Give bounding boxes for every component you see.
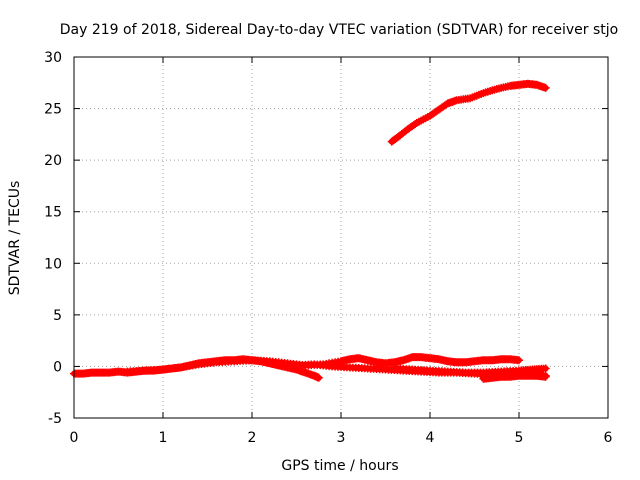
series-sat-e (479, 371, 550, 383)
x-tick-label: 4 (426, 430, 435, 446)
y-tick-label: 15 (44, 205, 62, 221)
y-tick-label: 25 (44, 102, 62, 118)
y-tick-label: -5 (48, 411, 62, 427)
y-tick-label: 30 (44, 50, 62, 66)
x-tick-label: 2 (248, 430, 257, 446)
plot-series (70, 79, 550, 383)
ticks: 0 1 2 3 4 5 6 -5 0 5 10 15 20 25 30 (44, 50, 612, 446)
y-tick-label: 20 (44, 153, 62, 169)
data-point (541, 372, 550, 381)
y-tick-label: 10 (44, 256, 62, 272)
x-tick-label: 6 (604, 430, 613, 446)
series-sat-d (390, 364, 550, 377)
y-tick-label: 5 (53, 308, 62, 324)
x-tick-label: 3 (337, 430, 346, 446)
data-point (541, 364, 550, 373)
x-tick-label: 1 (159, 430, 168, 446)
data-point (541, 83, 550, 92)
y-tick-label: 0 (53, 359, 62, 375)
x-tick-label: 0 (70, 430, 79, 446)
y-axis-label: SDTVAR / TECUs (7, 181, 23, 296)
x-tick-label: 5 (515, 430, 524, 446)
series-sat-high (387, 79, 550, 146)
data-point (314, 373, 323, 382)
x-axis-label: GPS time / hours (281, 458, 398, 474)
chart-title: Day 219 of 2018, Sidereal Day-to-day VTE… (60, 22, 618, 38)
data-point (515, 356, 523, 365)
